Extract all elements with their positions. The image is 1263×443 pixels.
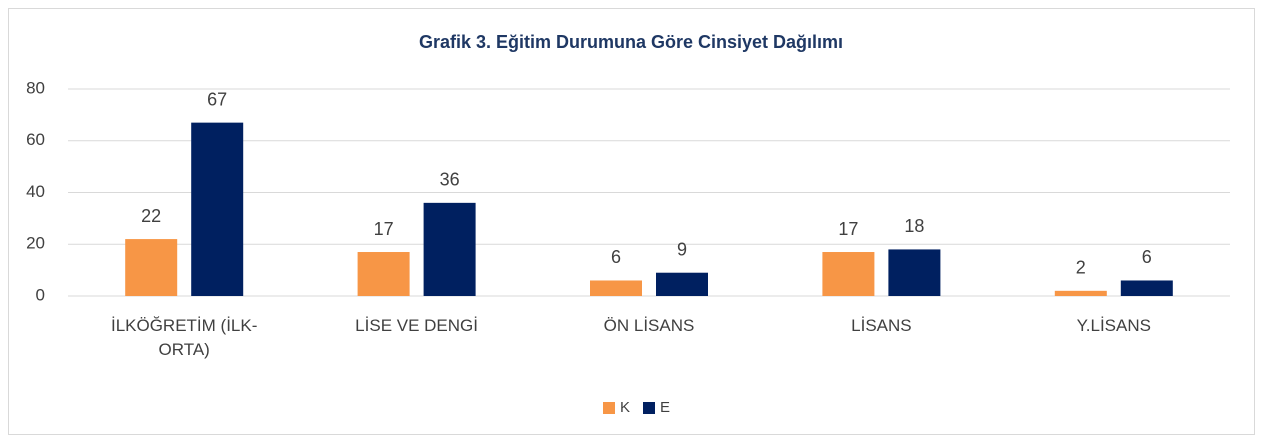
x-tick-label: LİSE VE DENGİ [355,316,478,335]
bar [822,252,875,296]
legend-swatch [643,402,655,414]
data-label: 2 [1076,258,1086,278]
data-label: 67 [207,89,227,109]
data-label: 6 [1142,247,1152,267]
data-label: 17 [374,219,394,239]
data-label: 18 [904,216,924,236]
bar [191,122,244,296]
bar [1120,280,1173,296]
bar [1054,290,1107,296]
x-tick-label: LİSANS [851,316,912,335]
data-label: 9 [677,239,687,259]
x-tick-label: ÖN LİSANS [603,316,695,335]
x-tick-label: Y.LİSANS [1076,316,1151,335]
legend-label: E [660,399,670,416]
data-label: 36 [440,170,460,190]
y-tick-label: 20 [26,234,45,253]
chart-title: Grafik 3. Eğitim Durumuna Göre Cinsiyet … [419,32,843,52]
data-label: 17 [838,219,858,239]
y-tick-label: 40 [26,182,45,201]
bar [357,252,410,296]
bar [590,280,642,296]
legend-label: K [620,399,630,416]
x-tick-label: İLKÖĞRETİM (İLK-ORTA) [110,316,258,359]
legend-swatch [603,402,615,414]
bar [888,249,941,296]
y-tick-label: 60 [26,130,45,149]
bar [125,239,178,296]
bar [423,202,476,296]
y-tick-label: 80 [26,78,45,97]
data-label: 6 [611,247,621,267]
y-tick-label: 0 [36,285,45,304]
bar [656,272,708,296]
data-label: 22 [141,206,161,226]
